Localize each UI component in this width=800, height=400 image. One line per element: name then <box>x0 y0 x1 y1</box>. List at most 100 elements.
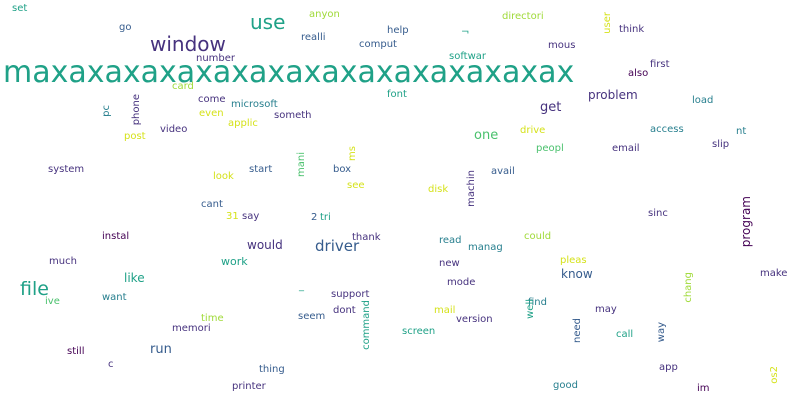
cloud-word: time <box>201 313 224 324</box>
cloud-word: load <box>692 95 714 106</box>
cloud-word: well <box>525 299 536 319</box>
cloud-word: printer <box>232 381 266 392</box>
cloud-word: call <box>616 329 634 340</box>
cloud-word: also <box>628 68 649 79</box>
cloud-word: seem <box>298 311 326 322</box>
cloud-word: card <box>172 81 194 92</box>
cloud-word: comput <box>359 39 397 50</box>
cloud-word: box <box>333 164 352 175</box>
cloud-word: post <box>124 131 146 142</box>
cloud-word: memori <box>172 323 211 334</box>
cloud-word: problem <box>588 88 638 102</box>
cloud-word: read <box>439 235 462 246</box>
cloud-word: know <box>561 267 593 281</box>
cloud-word: screen <box>402 326 436 337</box>
cloud-word: program <box>739 196 753 248</box>
cloud-word: avail <box>491 166 515 177</box>
cloud-word: go <box>119 22 132 33</box>
cloud-word: mail <box>434 305 456 316</box>
cloud-word: one <box>474 128 499 143</box>
cloud-word: ms <box>347 146 358 161</box>
cloud-word: access <box>650 124 684 135</box>
cloud-word: slip <box>712 139 730 150</box>
cloud-word: window <box>150 32 226 56</box>
cloud-word: drive <box>520 125 546 136</box>
cloud-word: make <box>760 268 788 279</box>
cloud-word: font <box>387 89 407 100</box>
cloud-word: mani <box>296 152 307 177</box>
cloud-word: look <box>213 171 234 182</box>
cloud-word: applic <box>228 118 258 129</box>
cloud-word: email <box>612 143 640 154</box>
cloud-word: work <box>221 255 248 268</box>
cloud-word: thank <box>352 232 381 243</box>
cloud-word: number <box>196 53 236 64</box>
cloud-word: thing <box>259 364 285 375</box>
cloud-word: mous <box>548 40 576 51</box>
cloud-word: microsoft <box>231 99 278 110</box>
cloud-word: os2 <box>769 366 780 384</box>
cloud-word: think <box>619 24 645 35</box>
cloud-word: machin <box>466 170 477 207</box>
cloud-word: sinc <box>648 208 668 219</box>
cloud-word: way <box>656 322 667 343</box>
cloud-word: 31 <box>226 211 239 222</box>
cloud-word: file <box>20 278 49 300</box>
cloud-word: instal <box>102 231 130 242</box>
cloud-word: ¬ <box>461 27 470 38</box>
cloud-word: someth <box>274 110 312 121</box>
cloud-word: softwar <box>449 51 487 62</box>
cloud-word: pc <box>101 105 112 117</box>
cloud-word: find <box>528 297 547 308</box>
cloud-word: even <box>199 108 224 119</box>
cloud-word: still <box>67 346 85 357</box>
cloud-word: like <box>124 271 145 285</box>
cloud-word: come <box>198 94 226 105</box>
cloud-word: run <box>150 342 172 357</box>
cloud-word: directori <box>502 11 544 22</box>
cloud-word: use <box>250 10 286 34</box>
cloud-word: peopl <box>536 143 564 154</box>
cloud-word: realli <box>301 32 326 43</box>
cloud-word: start <box>249 164 273 175</box>
cloud-word: dont <box>333 305 356 316</box>
cloud-word: version <box>456 314 493 325</box>
cloud-word: help <box>387 25 409 36</box>
cloud-word: see <box>347 180 365 191</box>
cloud-word: support <box>331 289 370 300</box>
cloud-word: pleas <box>560 255 587 266</box>
cloud-word: chang <box>683 272 694 303</box>
cloud-word: get <box>540 100 562 115</box>
cloud-word: anyon <box>309 9 340 20</box>
cloud-word: disk <box>428 184 449 195</box>
cloud-word: much <box>49 256 77 267</box>
cloud-word: want <box>102 292 127 303</box>
cloud-word: mode <box>447 277 476 288</box>
cloud-word: ive <box>45 296 60 307</box>
cloud-word: tri <box>320 212 331 223</box>
cloud-word: could <box>524 231 552 242</box>
cloud-word: new <box>439 258 460 269</box>
cloud-word: driver <box>315 237 360 255</box>
cloud-word: c <box>108 359 114 370</box>
cloud-word: 2 <box>311 212 318 223</box>
cloud-word: video <box>160 124 188 135</box>
cloud-word: system <box>48 164 85 175</box>
cloud-word: _ <box>299 281 304 292</box>
cloud-word: cant <box>201 199 223 210</box>
cloud-word: manag <box>468 242 503 253</box>
cloud-word: command <box>361 300 372 350</box>
cloud-word: app <box>659 362 678 373</box>
cloud-word: set <box>12 3 28 14</box>
cloud-word: maxaxaxaxaxaxaxaxaxaxaxaxaxaxax <box>3 55 575 90</box>
cloud-word: say <box>242 211 260 222</box>
cloud-word: need <box>572 318 583 343</box>
cloud-word: may <box>595 304 617 315</box>
cloud-word: phone <box>131 94 142 126</box>
cloud-word: first <box>650 59 670 70</box>
cloud-word: im <box>697 383 710 394</box>
cloud-word: good <box>553 380 578 391</box>
cloud-word: would <box>247 238 283 252</box>
cloud-word: nt <box>736 126 747 137</box>
